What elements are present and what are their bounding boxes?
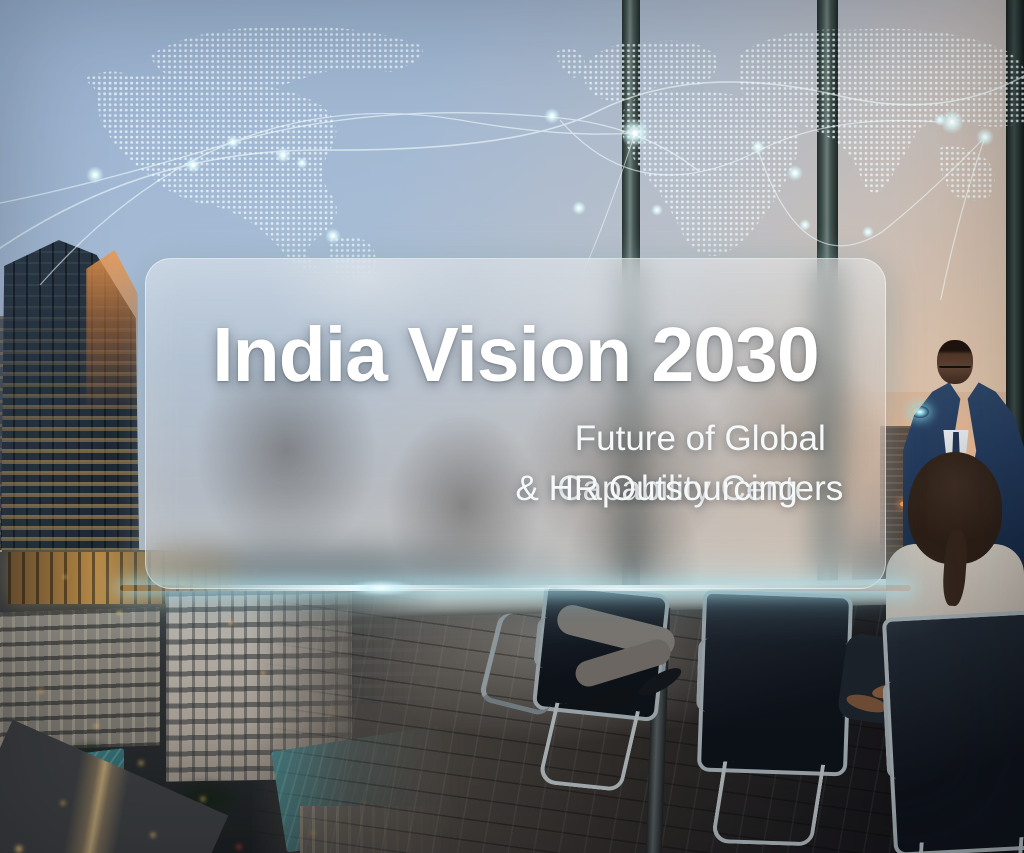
subtitle-line-2: & HR Outsourcing: [515, 468, 798, 508]
card-glow-flare: [345, 580, 416, 596]
card-bottom-glow: [120, 585, 911, 591]
card-text-block: India Vision 2030 Future of Global Capab…: [146, 259, 885, 508]
lens-flare-glint: [911, 406, 929, 418]
card-blurred-backdrop: [146, 259, 885, 588]
subtitle-line-1: Future of Global Capability Centers: [557, 419, 844, 508]
chair-center: [696, 589, 854, 777]
man-glasses: [939, 362, 971, 368]
glass-title-card: India Vision 2030 Future of Global Capab…: [120, 258, 911, 596]
banner-title: India Vision 2030: [212, 312, 819, 398]
man-head: [937, 340, 973, 384]
banner-subtitle: Future of Global Capability Centers & HR…: [146, 414, 885, 508]
chair-right: [881, 610, 1024, 853]
city-window-lights: [0, 550, 2, 552]
